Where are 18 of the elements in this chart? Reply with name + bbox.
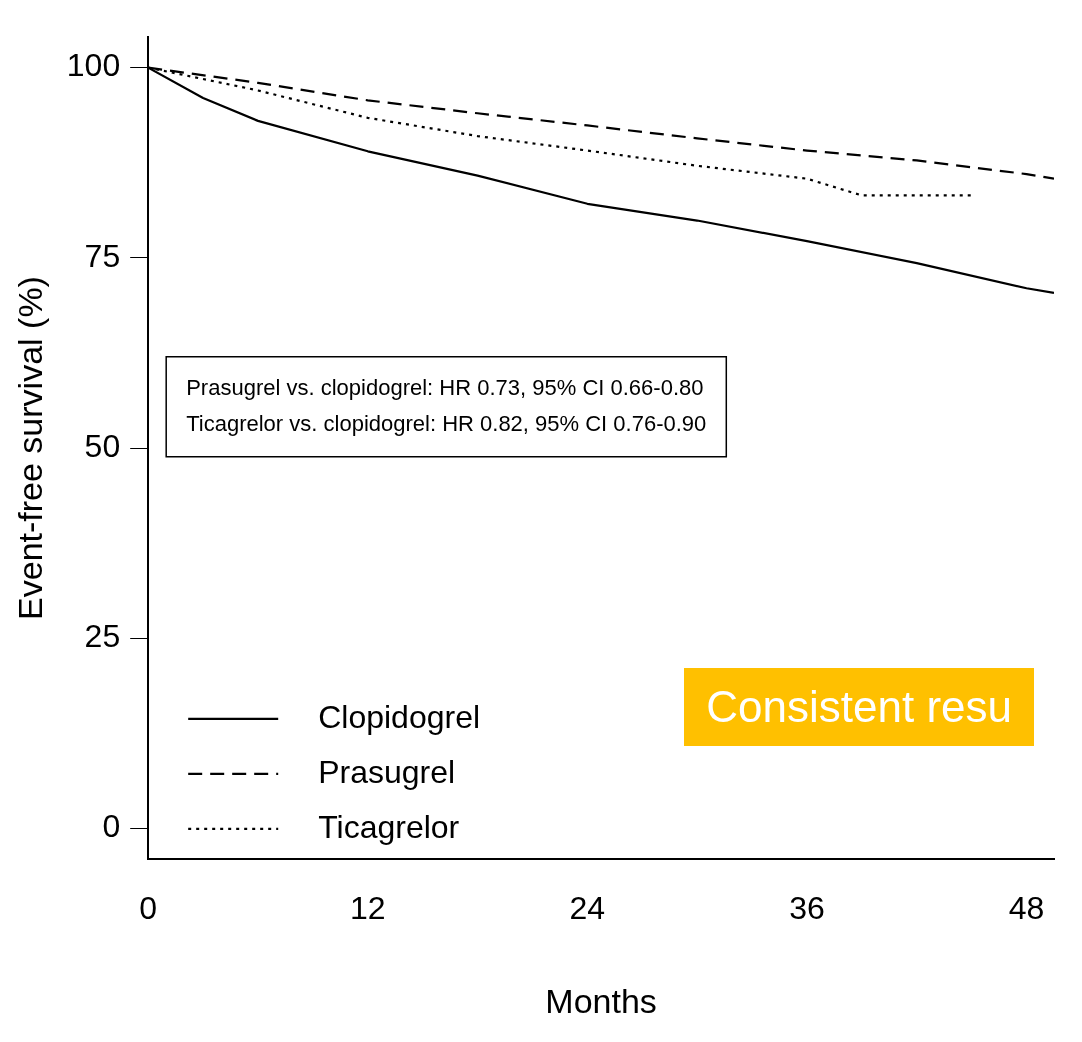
x-tick-label: 0 — [139, 889, 158, 926]
y-axis-title: Event-free survival (%) — [10, 276, 49, 620]
y-tick-label: 100 — [66, 47, 121, 84]
legend-label: Prasugrel — [318, 753, 456, 790]
y-tick-label: 25 — [84, 618, 121, 655]
y-tick-label: 75 — [84, 237, 121, 274]
x-tick-label: 48 — [1008, 889, 1045, 926]
y-tick-label: 50 — [84, 427, 121, 464]
annotation: Prasugrel vs. clopidogrel: HR 0.73, 95% CI 0.66-0.80 — [186, 374, 704, 400]
caption-panel: Consistent resu — [684, 668, 1034, 746]
y-tick-label: 0 — [102, 808, 121, 845]
x-tick-label: 36 — [789, 889, 825, 926]
x-tick-label: 12 — [349, 889, 386, 926]
x-axis-title: Months — [545, 981, 657, 1020]
x-tick-label: 24 — [569, 889, 606, 926]
legend-label: Clopidogrel — [318, 698, 481, 735]
legend-label: Ticagrelor — [318, 808, 460, 845]
annotation: Ticagrelor vs. clopidogrel: HR 0.82, 95% CI 0.76-0.90 — [186, 410, 707, 436]
